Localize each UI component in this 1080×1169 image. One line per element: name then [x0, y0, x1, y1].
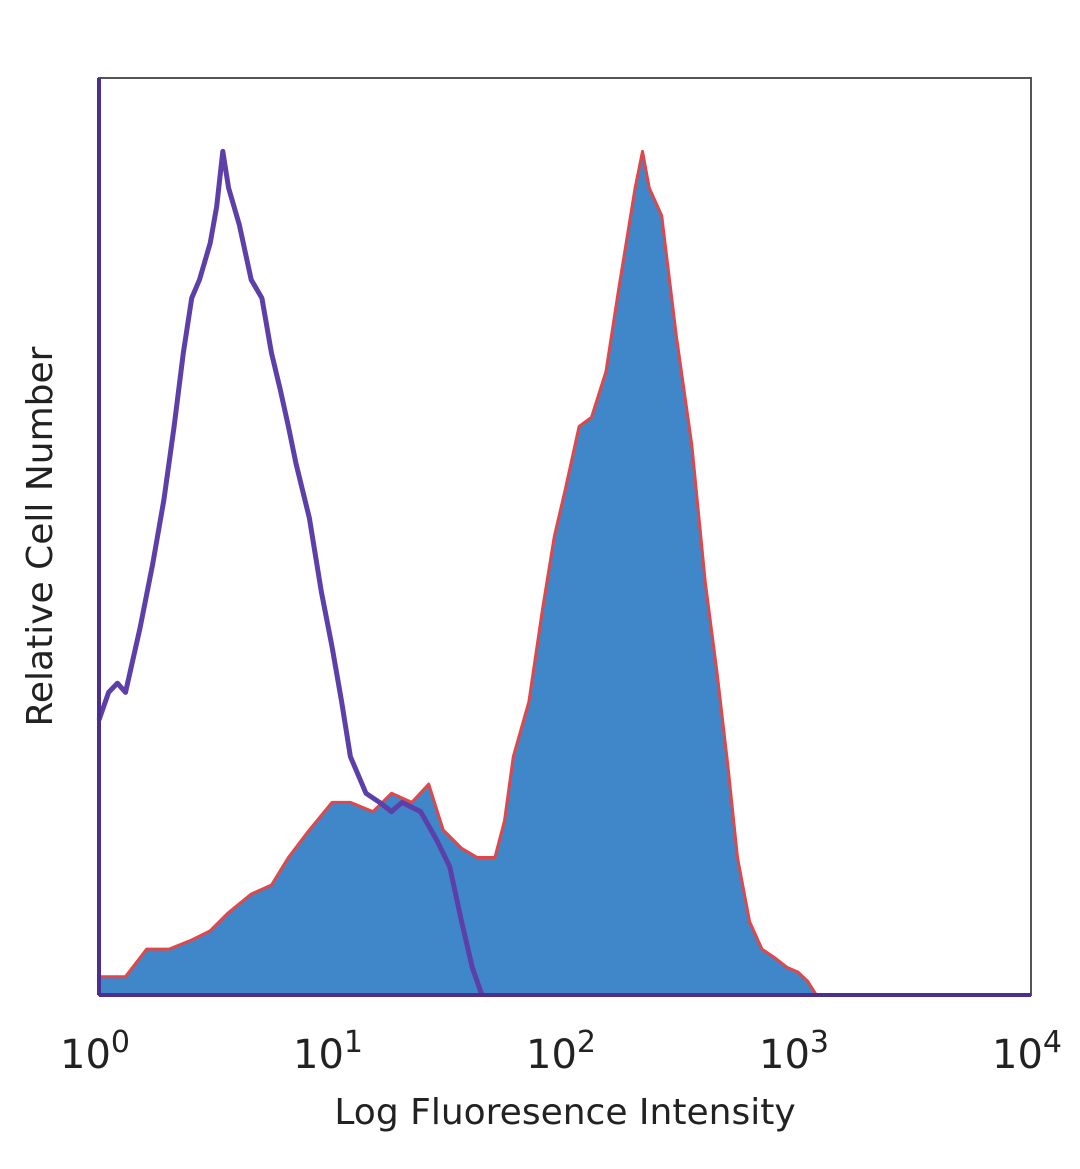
x-tick-label-base: 10: [60, 1032, 111, 1078]
x-tick-label: 100: [60, 1025, 130, 1078]
x-tick-label-exponent: 4: [1043, 1025, 1062, 1060]
x-tick-label-exponent: 2: [577, 1025, 596, 1060]
x-tick-label-exponent: 1: [344, 1025, 363, 1060]
series-layer: [96, 148, 818, 996]
x-tick-label: 104: [992, 1025, 1062, 1078]
x-tick-label-base: 10: [293, 1032, 344, 1078]
x-tick-label: 101: [293, 1025, 363, 1078]
x-tick-label-base: 10: [526, 1032, 577, 1078]
filled-histogram-area: [99, 151, 817, 995]
y-axis-title: Relative Cell Number: [20, 346, 61, 726]
x-tick-label-base: 10: [992, 1032, 1043, 1078]
filled-histogram-edge: [99, 149, 818, 996]
x-tick-label: 102: [526, 1025, 596, 1078]
x-tick-label-exponent: 3: [810, 1025, 829, 1060]
x-tick-label: 103: [759, 1025, 829, 1078]
outline-histogram-line: [96, 148, 485, 996]
x-axis-title: Log Fluoresence Intensity: [334, 1092, 795, 1133]
x-tick-label-base: 10: [759, 1032, 810, 1078]
x-tick-labels: 100 101 102 103 104: [60, 1025, 1062, 1078]
x-tick-label-exponent: 0: [111, 1025, 130, 1060]
